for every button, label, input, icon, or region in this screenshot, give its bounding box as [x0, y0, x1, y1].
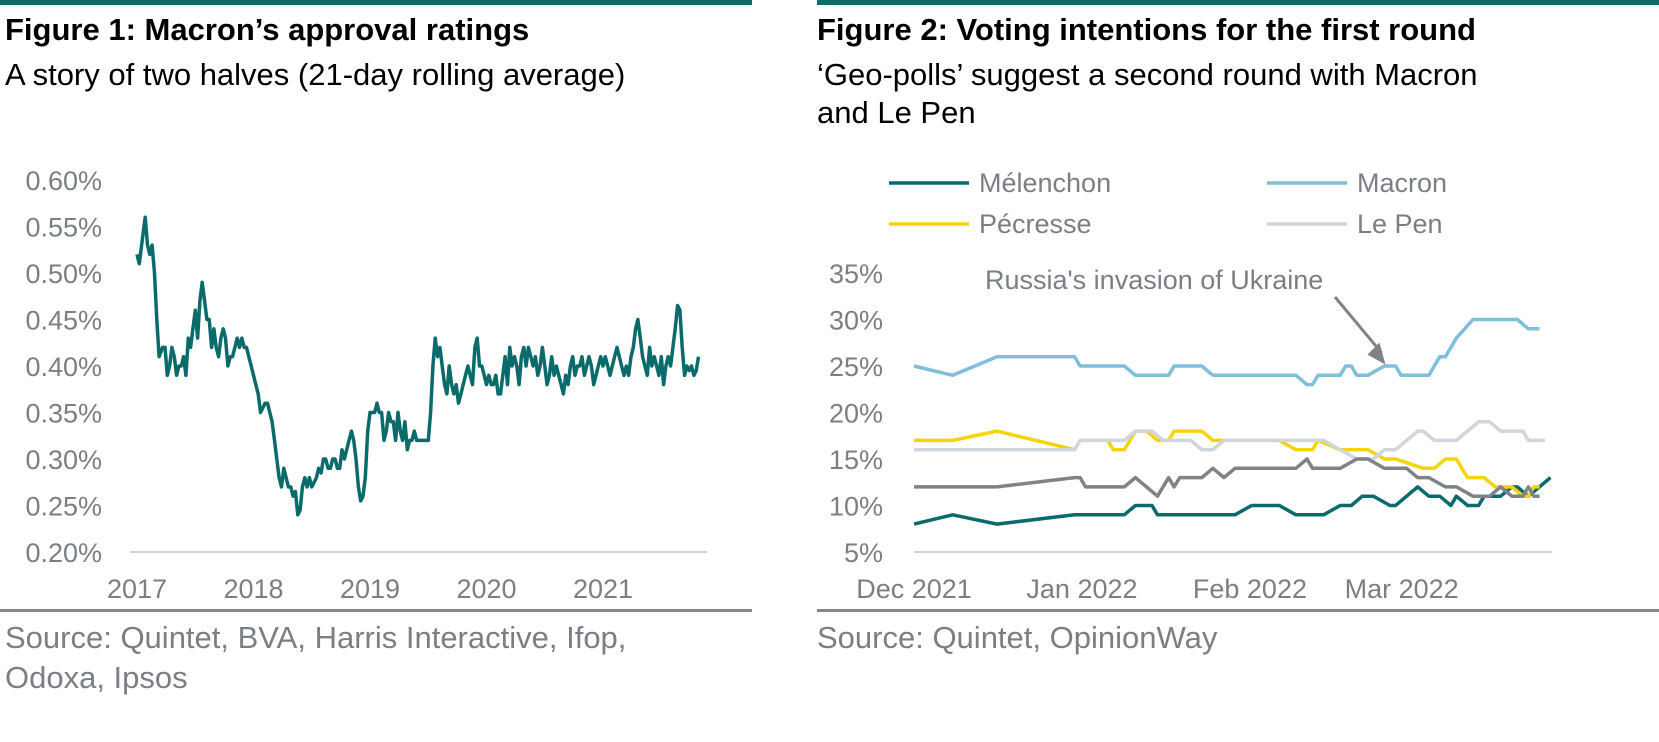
y-tick-label: 25%: [829, 352, 883, 382]
x-tick-label: Feb 2022: [1193, 574, 1307, 604]
y-tick-label: 30%: [829, 306, 883, 336]
y-tick-label: 0.35%: [25, 399, 102, 429]
y-tick-label: 5%: [844, 538, 883, 568]
figure-2-title: Figure 2: Voting intentions for the firs…: [817, 12, 1476, 47]
legend-label: Le Pen: [1357, 209, 1443, 239]
annotation-arrow-line: [1333, 296, 1383, 354]
series-line-macron: [913, 317, 1540, 387]
x-tick-label: Jan 2022: [1026, 574, 1137, 604]
x-tick-label: 2021: [573, 574, 633, 604]
y-tick-label: 0.50%: [25, 259, 102, 289]
y-tick-label: 0.55%: [25, 213, 102, 243]
x-tick-label: 2018: [223, 574, 283, 604]
y-tick-label: 20%: [829, 399, 883, 429]
y-tick-label: 0.30%: [25, 445, 102, 475]
top-rule: [817, 0, 1659, 5]
x-tick-label: 2019: [340, 574, 400, 604]
legend-label: Pécresse: [979, 209, 1092, 239]
y-tick-label: 0.25%: [25, 492, 102, 522]
y-tick-label: 35%: [829, 259, 883, 289]
figure-1-panel: Figure 1: Macron’s approval ratings A st…: [0, 0, 752, 742]
annotation-arrow-head: [1367, 342, 1386, 365]
y-tick-label: 10%: [829, 492, 883, 522]
y-tick-label: 0.20%: [25, 538, 102, 568]
figure-2-subtitle: ‘Geo-polls’ suggest a second round with …: [817, 57, 1478, 130]
series-line-pcresse: [914, 429, 1540, 498]
x-tick-label: Dec 2021: [856, 574, 972, 604]
x-tick-label: 2017: [107, 574, 167, 604]
figure-1-chart: 0.60% 0.55% 0.50% 0.45% 0.40% 0.35% 0.30% 0.25%…: [25, 166, 707, 604]
figure-1-source: Source: Quintet, BVA, Harris Interactive…: [5, 620, 627, 695]
figure-2-source: Source: Quintet, OpinionWay: [817, 620, 1218, 655]
y-tick-label: 15%: [829, 445, 883, 475]
approval-rating-line: [135, 215, 701, 517]
figure-2-panel: Figure 2: Voting intentions for the firs…: [817, 0, 1659, 742]
top-rule: [0, 0, 752, 5]
legend-label: Macron: [1357, 168, 1447, 198]
annotation-label: Russia's invasion of Ukraine: [985, 265, 1323, 295]
series-line-unlabelled: [914, 457, 1540, 498]
figure-1-title: Figure 1: Macron’s approval ratings: [5, 12, 530, 47]
y-tick-label: 0.40%: [25, 352, 102, 382]
x-tick-label: 2020: [456, 574, 516, 604]
figure-2-chart: Mélenchon Macron Pécresse Le Pen 35% 30% 25% 20…: [829, 168, 1552, 604]
legend-label: Mélenchon: [979, 168, 1111, 198]
series-line-mlenchon: [913, 476, 1552, 526]
series-line-lepen: [914, 420, 1545, 461]
y-tick-label: 0.60%: [25, 166, 102, 196]
bottom-rule: [0, 609, 752, 612]
figure-1-subtitle: A story of two halves (21-day rolling av…: [5, 57, 626, 92]
y-tick-label: 0.45%: [25, 306, 102, 336]
x-tick-label: Mar 2022: [1345, 574, 1459, 604]
bottom-rule: [817, 609, 1659, 612]
